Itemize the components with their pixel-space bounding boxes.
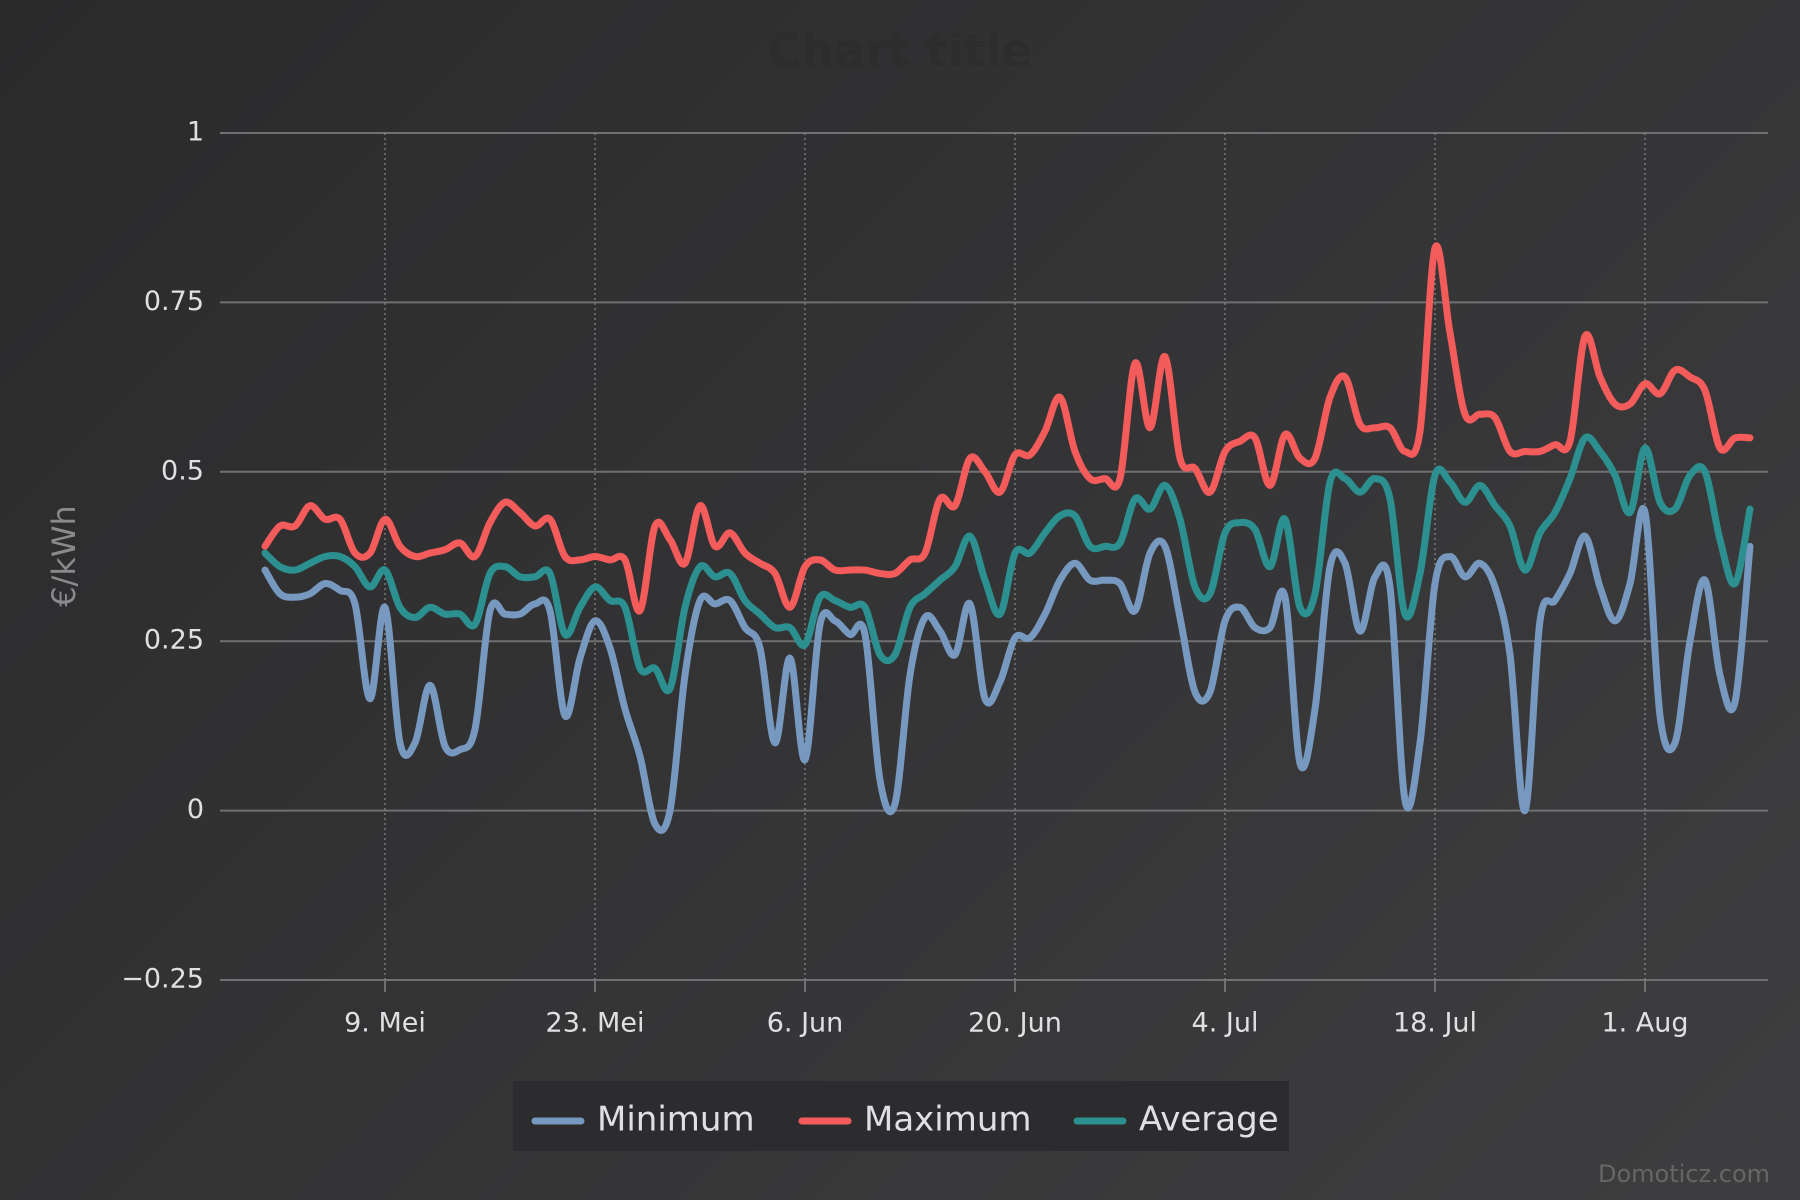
legend-label: Average	[1139, 1100, 1279, 1140]
series-line	[261, 433, 1754, 695]
y-axis-label: €/kWh	[45, 505, 83, 607]
y-tick-label: 1	[187, 117, 204, 148]
y-tick-label: 0	[187, 794, 204, 825]
legend-label: Maximum	[864, 1100, 1032, 1140]
y-tick-label: 0.75	[144, 286, 204, 317]
credit: Domoticz.com	[1598, 1160, 1770, 1188]
x-tick-label: 18. Jul	[1393, 1008, 1477, 1039]
x-tick-label: 20. Jun	[968, 1008, 1062, 1039]
chart-title: Chart title	[768, 24, 1033, 78]
y-tick-label: 0.25	[144, 625, 204, 656]
x-tick-label: 1. Aug	[1601, 1008, 1688, 1039]
legend-box	[513, 1081, 1289, 1151]
legend-label: Minimum	[597, 1100, 755, 1140]
series-line	[261, 242, 1754, 615]
x-tick-label: 23. Mei	[546, 1008, 645, 1039]
x-tick-label: 9. Mei	[344, 1008, 426, 1039]
series-line	[261, 505, 1754, 834]
y-tick-label: −0.25	[121, 964, 204, 995]
x-tick-label: 4. Jul	[1192, 1008, 1259, 1039]
x-tick-label: 6. Jun	[767, 1008, 844, 1039]
y-tick-label: 0.5	[161, 455, 204, 486]
